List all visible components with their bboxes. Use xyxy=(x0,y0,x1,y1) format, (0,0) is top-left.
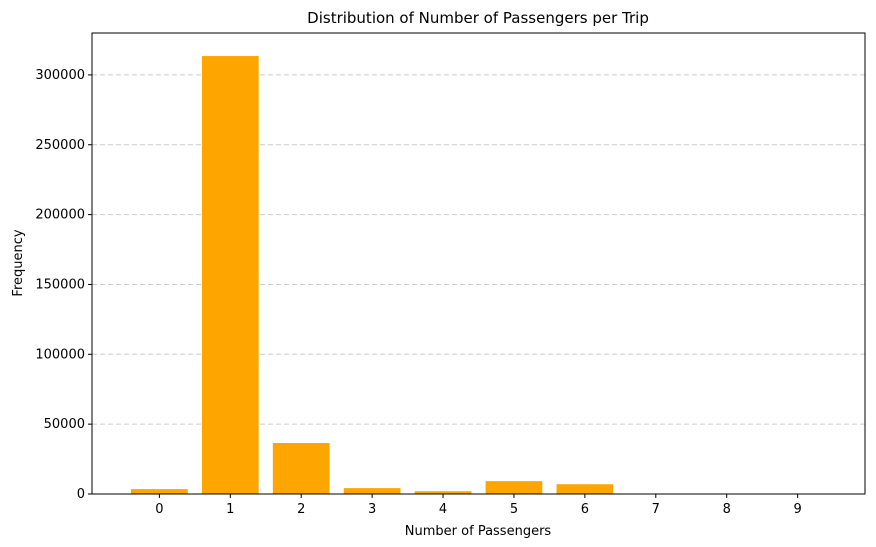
bars xyxy=(131,56,614,495)
y-tick-label: 50000 xyxy=(44,417,85,432)
x-axis-ticks: 0 1 2 3 4 5 6 7 8 9 xyxy=(155,494,802,517)
x-axis-label: Number of Passengers xyxy=(405,524,552,539)
bar xyxy=(272,443,330,494)
y-tick-label: 200000 xyxy=(35,208,85,223)
chart-title: Distribution of Number of Passengers per… xyxy=(307,9,649,27)
plot-frame xyxy=(91,32,866,495)
y-tick-label: 300000 xyxy=(35,68,85,83)
bar xyxy=(131,489,188,494)
x-tick-label: 1 xyxy=(226,502,234,517)
y-axis-ticks: 0 50000 100000 150000 200000 250000 300000 xyxy=(35,68,92,502)
x-tick-label: 5 xyxy=(510,502,518,517)
y-tick-label: 250000 xyxy=(35,138,85,153)
x-tick-label: 7 xyxy=(652,502,660,517)
y-tick-label: 100000 xyxy=(35,347,85,362)
y-axis-label: Frequency xyxy=(11,229,26,296)
x-tick-label: 0 xyxy=(155,502,163,517)
x-tick-label: 8 xyxy=(723,502,731,517)
x-tick-label: 9 xyxy=(793,502,801,517)
bar xyxy=(343,488,401,494)
y-tick-label: 0 xyxy=(77,487,85,502)
x-tick-label: 4 xyxy=(439,502,447,517)
bar xyxy=(556,484,614,494)
x-tick-label: 3 xyxy=(368,502,376,517)
x-tick-label: 6 xyxy=(581,502,589,517)
x-tick-label: 2 xyxy=(297,502,305,517)
bar xyxy=(485,481,543,494)
bar xyxy=(414,491,472,494)
y-tick-label: 150000 xyxy=(35,277,85,292)
bar xyxy=(201,56,259,495)
